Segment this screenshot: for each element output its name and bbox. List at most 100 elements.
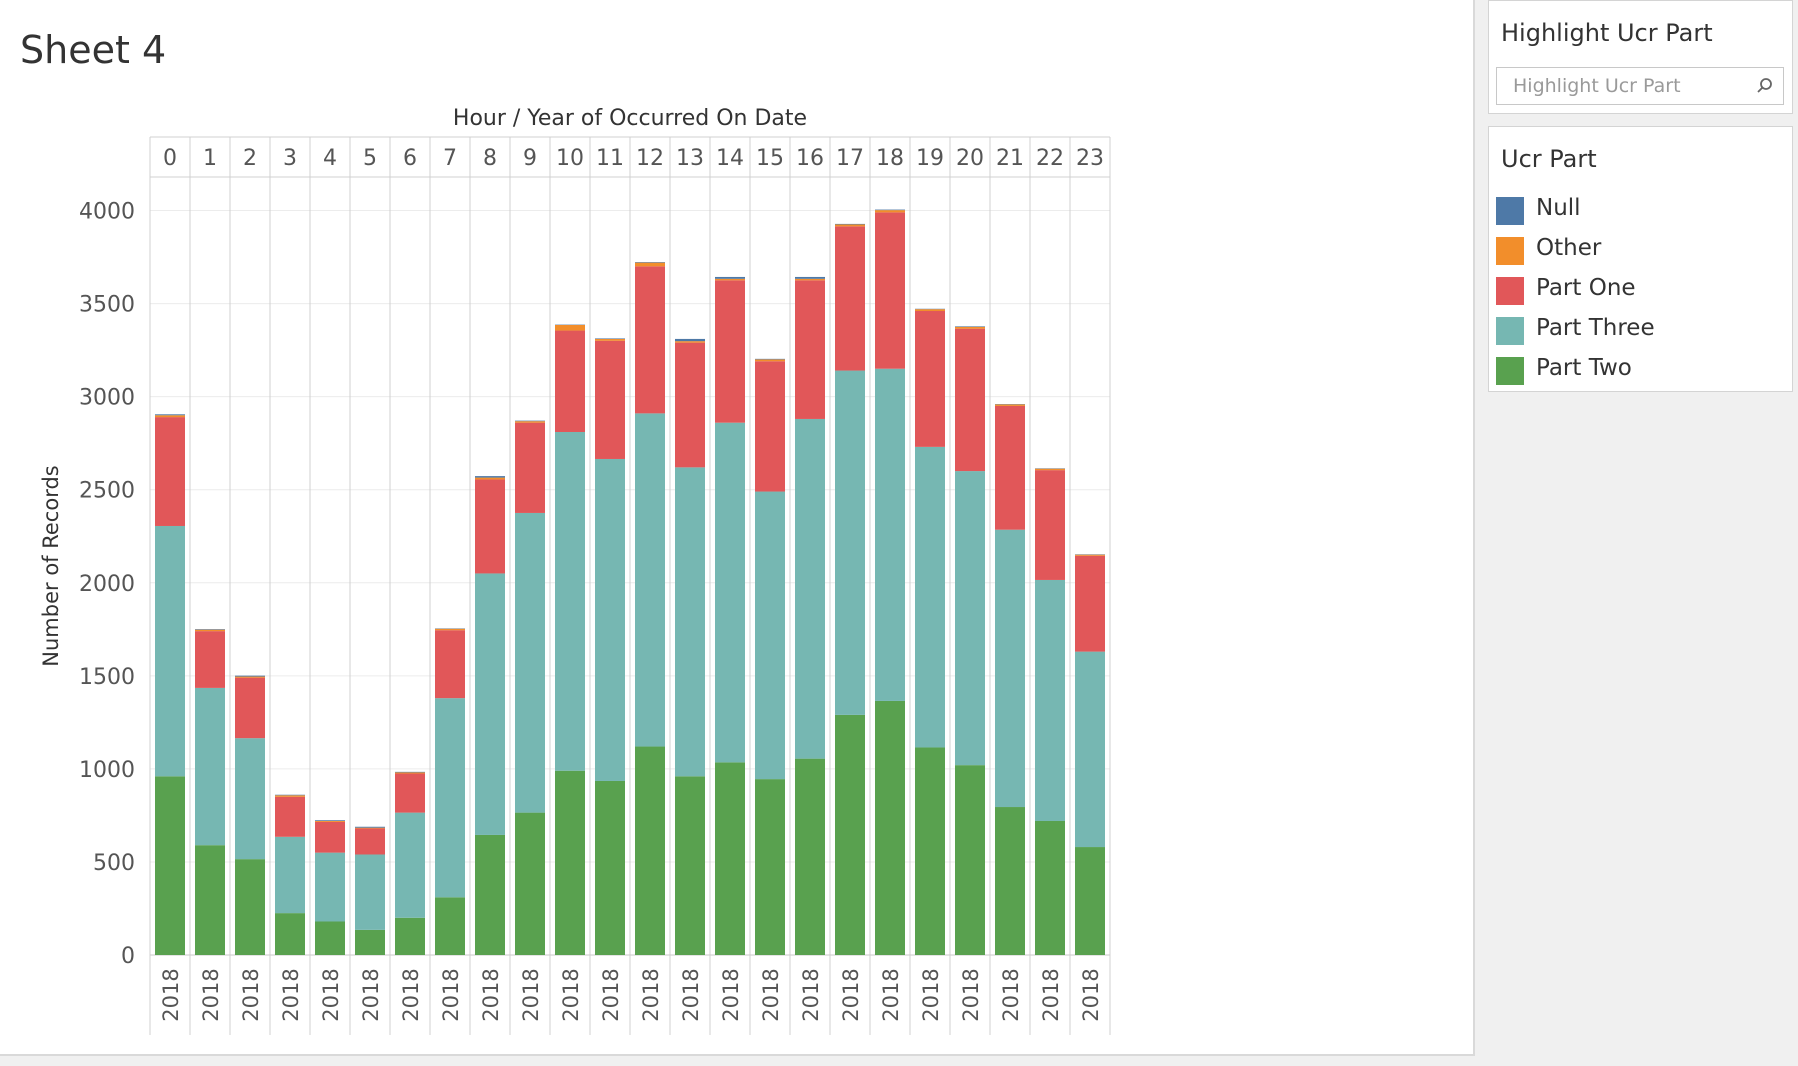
bar-segment-part-three xyxy=(235,738,265,860)
bar-segment-part-three xyxy=(315,852,345,922)
bar-segment-part-one xyxy=(675,342,705,468)
x-header-label: 19 xyxy=(916,146,944,171)
x-sub-label: 2018 xyxy=(799,968,823,1021)
legend-label-part-two: Part Two xyxy=(1536,355,1632,381)
bar-segment-part-three xyxy=(435,698,465,898)
x-sub-label: 2018 xyxy=(759,968,783,1021)
legend-label-null: Null xyxy=(1536,195,1581,221)
bar-segment-part-three xyxy=(635,413,665,747)
stacked-bar-chart: Hour / Year of Occurred On Date 0 500 1000 1… xyxy=(39,106,1111,1035)
x-sub-label: 2018 xyxy=(239,968,263,1021)
highlight-search-input[interactable] xyxy=(1507,72,1759,100)
x-header-label: 5 xyxy=(363,146,377,171)
bar-segment-part-three xyxy=(715,422,745,763)
x-sub-label: 2018 xyxy=(959,968,983,1021)
bar-segment-part-two xyxy=(235,859,265,955)
bar-segment-null xyxy=(475,476,505,478)
x-header-label: 0 xyxy=(163,146,177,171)
bar-segment-part-one xyxy=(835,226,865,371)
bar-segment-other xyxy=(195,629,225,632)
legend-item-part-one[interactable]: Part One xyxy=(1496,275,1776,305)
bar-segment-null xyxy=(595,338,625,339)
y-tick-label: 2000 xyxy=(79,572,135,597)
bar-segment-part-two xyxy=(355,929,385,955)
bar-segment-part-three xyxy=(915,446,945,748)
x-header-label: 23 xyxy=(1076,146,1104,171)
bar-segment-part-one xyxy=(315,821,345,853)
y-tick-label: 3000 xyxy=(79,386,135,411)
legend-item-part-three[interactable]: Part Three xyxy=(1496,315,1776,345)
x-header-label: 22 xyxy=(1036,146,1064,171)
x-header-label: 18 xyxy=(876,146,904,171)
bar-segment-part-three xyxy=(795,418,825,759)
bar-segment-part-two xyxy=(435,897,465,955)
x-sub-label: 2018 xyxy=(1079,968,1103,1021)
bar-segment-null xyxy=(195,629,225,630)
bar-segment-other xyxy=(635,262,665,267)
bar-segment-part-one xyxy=(195,631,225,688)
bar-segment-part-two xyxy=(1035,820,1065,955)
bar-segment-part-one xyxy=(355,828,385,855)
bar-segment-part-two xyxy=(835,714,865,955)
y-tick-label: 0 xyxy=(121,944,135,969)
x-sub-label: 2018 xyxy=(159,968,183,1021)
x-header-label: 4 xyxy=(323,146,337,171)
bar-segment-other xyxy=(275,795,305,797)
bar-segment-part-three xyxy=(475,573,505,835)
bar-segment-part-three xyxy=(515,512,545,813)
x-header-label: 6 xyxy=(403,146,417,171)
bar-segment-part-three xyxy=(595,458,625,781)
x-sub-label: 2018 xyxy=(319,968,343,1021)
bar-segment-part-two xyxy=(955,765,985,955)
bar-segment-part-three xyxy=(995,529,1025,808)
color-legend-card: Ucr Part Null Other Part One Part Three … xyxy=(1488,126,1793,392)
x-sub-label: 2018 xyxy=(719,968,743,1021)
bar-segment-part-one xyxy=(1075,555,1105,652)
bar-segment-null xyxy=(155,414,185,416)
legend-swatch-other xyxy=(1496,237,1524,265)
bar-segment-null xyxy=(955,326,985,327)
x-header-label: 12 xyxy=(636,146,664,171)
bar-segment-part-three xyxy=(275,836,305,914)
bar-segment-part-two xyxy=(315,921,345,955)
x-sub-label: 2018 xyxy=(519,968,543,1021)
legend-label-part-three: Part Three xyxy=(1536,315,1655,341)
x-sub-label: 2018 xyxy=(479,968,503,1021)
y-tick-label: 500 xyxy=(93,851,135,876)
bar-segment-null xyxy=(275,794,305,796)
bar-segment-part-two xyxy=(555,770,585,955)
bar-segment-part-two xyxy=(395,917,425,955)
legend-label-other: Other xyxy=(1536,235,1602,261)
x-header-label: 1 xyxy=(203,146,217,171)
bar-segment-part-two xyxy=(915,747,945,955)
y-tick-label: 1000 xyxy=(79,758,135,783)
legend-label-part-one: Part One xyxy=(1536,275,1636,301)
x-sub-label: 2018 xyxy=(199,968,223,1021)
bar-segment-part-three xyxy=(1075,651,1105,848)
x-sub-label: 2018 xyxy=(439,968,463,1021)
bar-segment-part-two xyxy=(475,834,505,955)
y-tick-label: 1500 xyxy=(79,665,135,690)
bar-segment-part-three xyxy=(1035,579,1065,821)
bar-segment-part-one xyxy=(235,677,265,739)
x-sub-label: 2018 xyxy=(399,968,423,1021)
bar-segment-other xyxy=(155,415,185,418)
y-tick-label: 4000 xyxy=(79,200,135,225)
x-header-label: 15 xyxy=(756,146,784,171)
bar-segment-part-one xyxy=(515,422,545,513)
legend-item-part-two[interactable]: Part Two xyxy=(1496,355,1776,385)
bar-segment-null xyxy=(875,209,905,211)
legend-item-other[interactable]: Other xyxy=(1496,235,1776,265)
bar-segment-part-one xyxy=(635,266,665,414)
bar-segment-part-three xyxy=(555,431,585,771)
legend-item-null[interactable]: Null xyxy=(1496,195,1776,225)
bar-segment-part-two xyxy=(195,845,225,955)
x-sub-label: 2018 xyxy=(639,968,663,1021)
highlight-search-box[interactable] xyxy=(1496,67,1784,105)
bar-segment-part-one xyxy=(955,328,985,472)
x-header-label: 13 xyxy=(676,146,704,171)
search-icon[interactable] xyxy=(1755,76,1775,96)
legend-title: Ucr Part xyxy=(1501,145,1597,173)
x-sub-label: 2018 xyxy=(999,968,1023,1021)
bar-segment-part-three xyxy=(835,370,865,715)
